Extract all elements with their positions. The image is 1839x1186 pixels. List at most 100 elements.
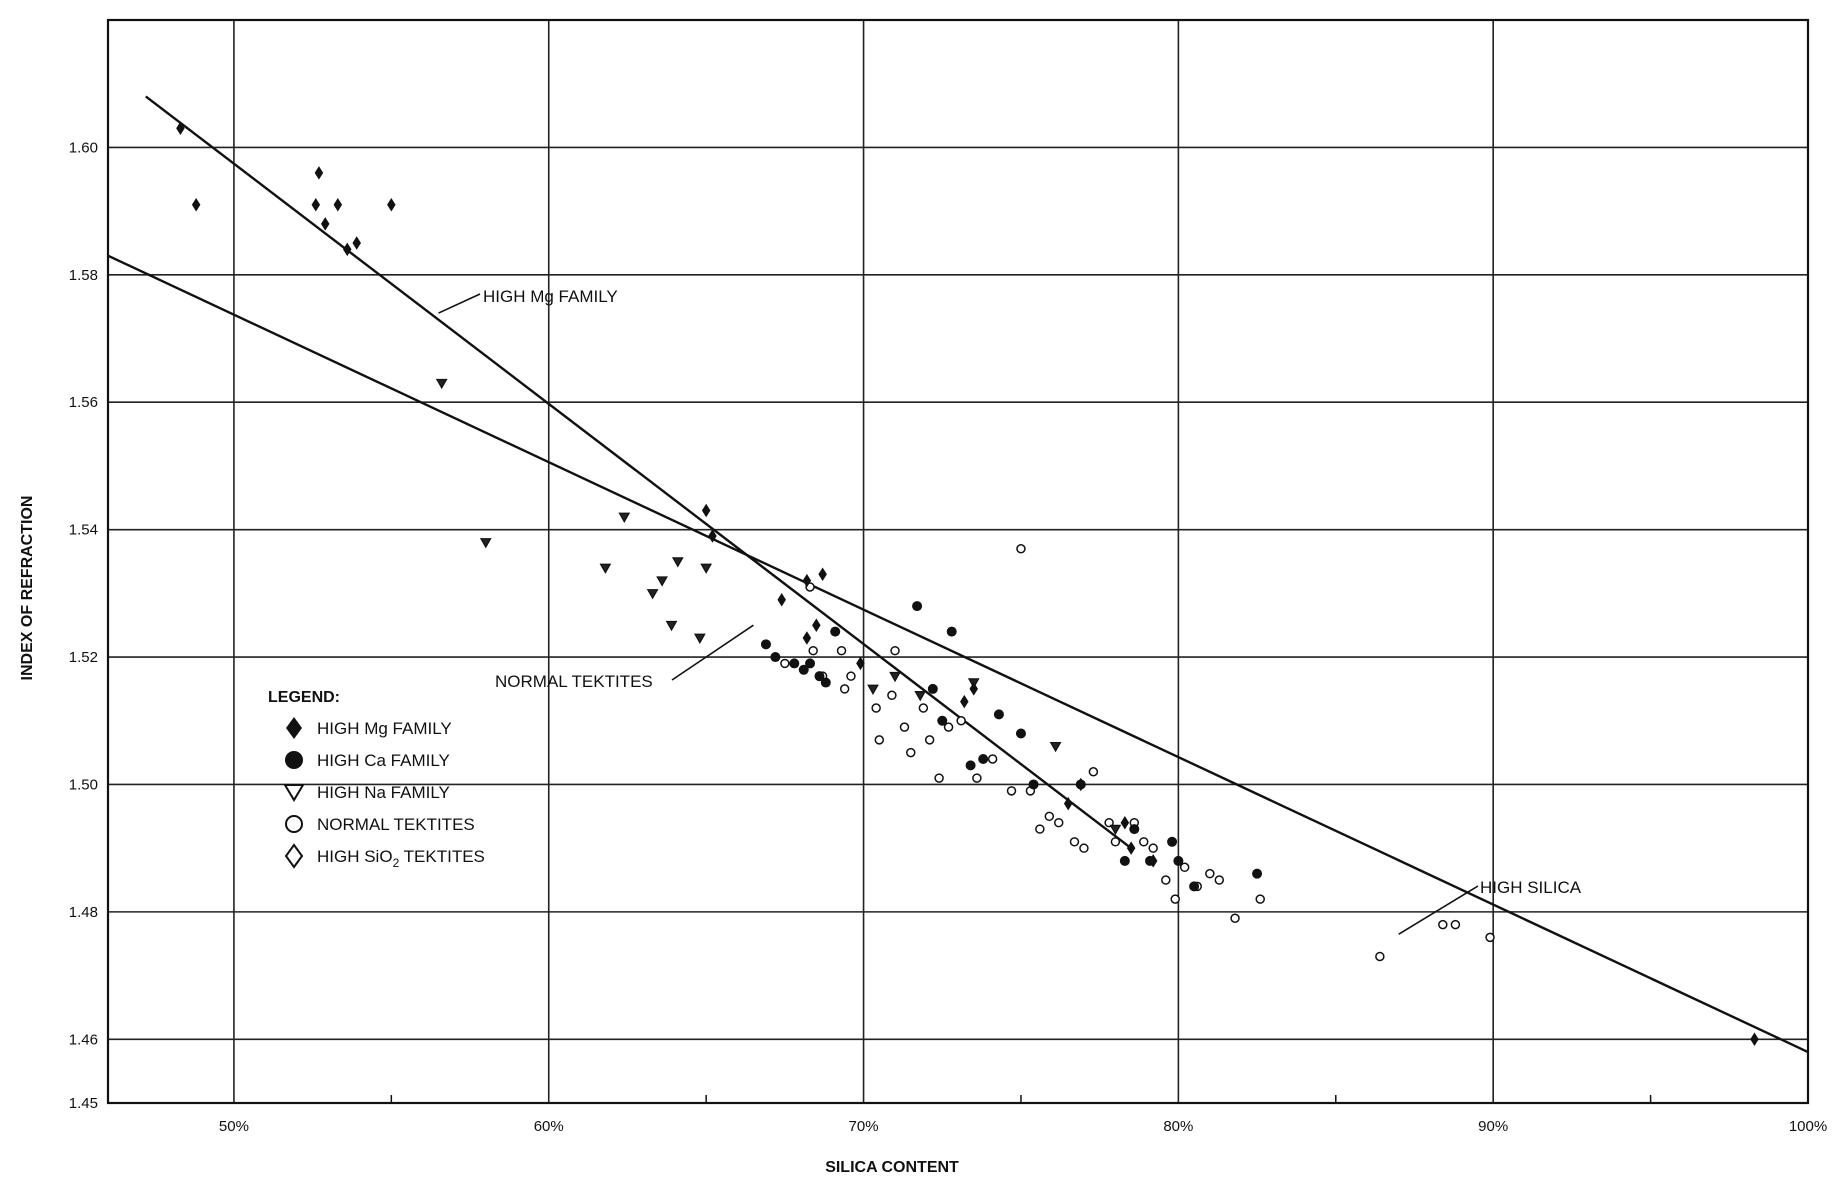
marker-high-na	[618, 512, 631, 523]
marker-high-na	[671, 557, 684, 568]
marker-normal	[1438, 919, 1448, 930]
marker-high-ca	[1252, 868, 1263, 879]
marker-high-na	[656, 576, 668, 587]
marker-high-na	[700, 563, 713, 574]
legend-marker	[284, 843, 304, 869]
marker-normal	[1035, 824, 1045, 834]
x-tick-label: 70%	[849, 1118, 879, 1135]
marker-high-na	[889, 671, 901, 683]
marker-high-ca	[805, 658, 816, 669]
marker-normal	[1110, 837, 1121, 847]
marker-normal	[1139, 837, 1149, 847]
legend-marker	[285, 751, 303, 769]
marker-high-mg	[708, 529, 717, 543]
marker-normal	[1104, 817, 1114, 828]
marker-high-mg	[176, 121, 185, 136]
marker-high-mg	[969, 682, 978, 696]
marker-high-na	[435, 378, 448, 390]
marker-high-mg	[320, 217, 330, 231]
legend-entry: HIGH SiO2 TEKTITES	[284, 843, 485, 870]
marker-normal	[924, 735, 935, 745]
marker-normal	[972, 773, 982, 783]
legend-entry: HIGH Na FAMILY	[283, 783, 450, 802]
marker-high-na	[1109, 824, 1122, 836]
marker-high-mg	[1126, 841, 1136, 855]
y-tick-label: 1.52	[69, 649, 98, 666]
marker-high-mg	[777, 592, 786, 607]
marker-high-ca	[1015, 728, 1026, 739]
marker-high-mg	[343, 242, 352, 257]
marker-high-ca	[1167, 836, 1178, 847]
y-tick-label: 1.46	[69, 1031, 98, 1048]
marker-high-mg	[812, 618, 821, 632]
marker-high-mg	[387, 197, 396, 212]
marker-high-ca	[814, 671, 825, 682]
x-tick-label: 90%	[1478, 1118, 1508, 1135]
legend-label: HIGH SiO2 TEKTITES	[317, 847, 485, 870]
annotation-label: HIGH Mg FAMILY	[483, 287, 618, 306]
marker-high-ca	[912, 601, 923, 612]
y-tick-label: 1.58	[69, 267, 98, 284]
marker-normal	[1255, 894, 1265, 904]
marker-normal	[839, 684, 850, 694]
marker-normal	[1016, 544, 1026, 554]
marker-normal	[1170, 894, 1180, 904]
y-tick-label: 1.54	[69, 522, 98, 539]
marker-normal	[1179, 862, 1190, 873]
legend-label: HIGH Mg FAMILY	[317, 719, 452, 738]
marker-high-na	[693, 633, 706, 644]
marker-high-mg	[1750, 1032, 1759, 1047]
marker-high-na	[867, 684, 879, 695]
y-axis-title: INDEX OF REFRACTION	[19, 496, 36, 681]
marker-normal	[1375, 951, 1385, 962]
marker-normal	[934, 773, 944, 783]
plot-frame	[106, 18, 1810, 1105]
marker-high-mg	[1076, 777, 1086, 792]
legend-label: NORMAL TEKTITES	[317, 815, 475, 834]
grid-lines	[108, 20, 1809, 1103]
marker-high-na	[914, 691, 927, 702]
marker-high-ca	[760, 639, 771, 650]
marker-high-ca	[965, 760, 976, 771]
marker-high-mg	[856, 656, 865, 671]
marker-normal	[836, 645, 847, 656]
marker-high-na	[479, 538, 492, 549]
marker-high-mg	[314, 166, 324, 180]
marker-high-mg	[191, 197, 201, 212]
marker-high-ca	[820, 677, 831, 688]
marker-normal	[1230, 913, 1240, 923]
marker-high-ca	[789, 658, 800, 669]
x-tick-label: 50%	[219, 1118, 249, 1135]
marker-normal	[1205, 868, 1215, 879]
legend-entry: HIGH Ca FAMILY	[285, 751, 450, 770]
annotation-leader	[1398, 885, 1479, 935]
marker-high-ca	[1129, 824, 1140, 835]
marker-high-na	[665, 620, 678, 632]
fit-line	[107, 254, 1809, 1054]
marker-normal	[1148, 843, 1158, 853]
marker-normal	[871, 703, 881, 713]
marker-high-ca	[798, 664, 809, 675]
marker-normal	[780, 658, 790, 669]
data-points	[176, 121, 1759, 1047]
y-tick-label: 1.48	[69, 904, 98, 921]
fit-lines	[107, 95, 1809, 1054]
y-tick-label: 1.45	[69, 1095, 98, 1112]
marker-high-ca	[993, 709, 1004, 720]
annotation-label: NORMAL TEKTITES	[495, 672, 653, 691]
legend-marker	[285, 815, 303, 833]
marker-high-ca	[978, 753, 989, 764]
legend-entry: NORMAL TEKTITES	[285, 815, 475, 834]
legend: LEGEND: HIGH Mg FAMILY HIGH Ca FAMILY HIGH…	[268, 689, 485, 870]
marker-normal	[846, 671, 856, 681]
marker-normal	[906, 747, 916, 758]
x-tick-label: 100%	[1789, 1118, 1827, 1135]
marker-high-na	[646, 589, 659, 600]
marker-high-na	[1049, 741, 1062, 753]
marker-normal	[1054, 817, 1064, 828]
legend-title: LEGEND:	[268, 689, 340, 706]
marker-normal	[887, 690, 897, 701]
y-tick-label: 1.60	[69, 139, 98, 156]
legend-marker	[283, 784, 305, 802]
